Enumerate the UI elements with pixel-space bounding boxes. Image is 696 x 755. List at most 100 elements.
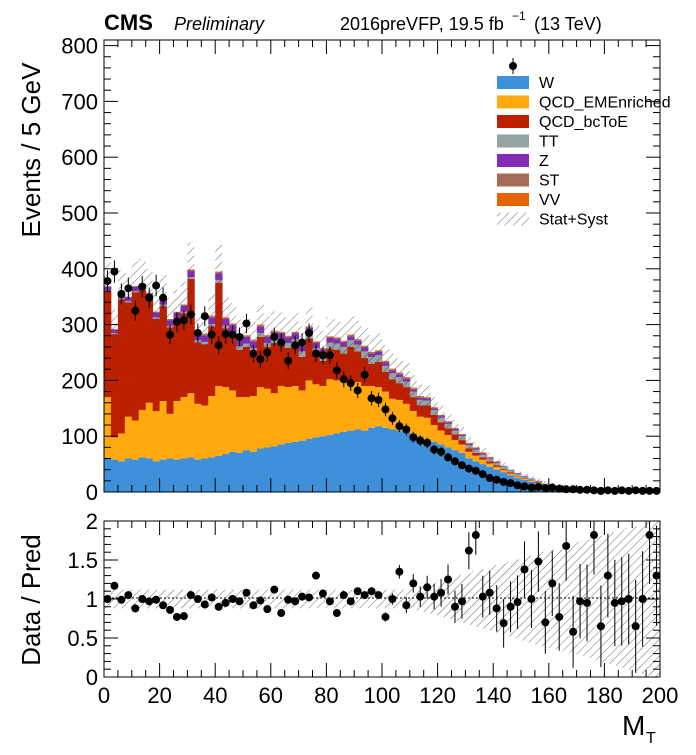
bar-QCD_bcToE-31: [319, 360, 327, 386]
bar-QCD_bcToE-25: [277, 344, 286, 386]
bar-QCD_EMEnriched-35: [347, 380, 355, 431]
ratio-unc-70: [590, 537, 598, 661]
bar-QCD_bcToE-47: [430, 414, 438, 426]
legend-label-W: W: [539, 75, 555, 92]
ratio-point-66: [562, 541, 571, 550]
ratio-point-50: [450, 602, 459, 611]
bar-W-38: [368, 427, 376, 492]
data-point-78: [645, 486, 654, 495]
ratio-point-33: [332, 609, 341, 618]
data-point-30: [311, 349, 320, 358]
bar-QCD_bcToE-41: [388, 379, 397, 399]
bar-W-50: [451, 450, 459, 492]
bar-QCD_bcToE-40: [382, 372, 390, 392]
stacked-bars: [104, 269, 661, 492]
bar-QCD_EMEnriched-57: [500, 470, 508, 473]
bar-W-33: [333, 433, 341, 492]
bar-QCD_EMEnriched-19: [236, 397, 244, 453]
data-point-39: [374, 395, 383, 404]
bar-QCD_EMEnriched-45: [416, 416, 425, 437]
bar-QCD_EMEnriched-46: [423, 417, 432, 439]
ratio-y-tick-label-0: 0: [86, 665, 98, 690]
bar-QCD_EMEnriched-22: [256, 387, 265, 449]
ratio-point-70: [589, 531, 598, 540]
main-ticks: [103, 40, 661, 493]
bar-QCD_EMEnriched-13: [194, 403, 202, 460]
bar-W-5: [138, 457, 147, 492]
bar-W-16: [215, 455, 223, 492]
data-point-52: [464, 464, 473, 473]
ratio-point-58: [506, 602, 515, 611]
ratio-unc-60: [521, 557, 528, 641]
ratio-unc-21: [249, 589, 257, 609]
bar-QCD_bcToE-0: [104, 291, 112, 398]
main-y-tick-label-4: 400: [61, 257, 98, 282]
x-tick-label-5: 100: [364, 683, 401, 708]
unc-band-63: [541, 481, 549, 486]
bar-QCD_bcToE-48: [437, 422, 445, 431]
data-point-0: [103, 277, 112, 286]
bar-QCD_bcToE-45: [416, 405, 425, 417]
bar-QCD_EMEnriched-50: [451, 440, 459, 451]
ratio-unc-4: [131, 589, 139, 609]
data-point-18: [228, 330, 237, 339]
bar-W-35: [347, 430, 355, 492]
ratio-y-tick-label-4: 2: [86, 509, 98, 534]
data-point-66: [562, 485, 571, 494]
ratio-point-4: [131, 604, 140, 613]
bar-QCD_bcToE-13: [194, 342, 202, 404]
data-point-70: [589, 486, 598, 495]
data-point-62: [534, 482, 543, 491]
data-point-57: [499, 477, 508, 486]
ratio-y-tick-label-1: 0.5: [67, 626, 98, 651]
ratio-point-7: [152, 595, 161, 604]
data-point-48: [437, 447, 446, 456]
data-point-11: [179, 316, 188, 325]
ratio-point-21: [249, 601, 258, 610]
ratio-point-31: [318, 589, 327, 598]
bar-QCD_bcToE-6: [145, 299, 154, 403]
bar-QCD_bcToE-59: [514, 475, 522, 477]
ratio-point-49: [444, 575, 453, 584]
bar-QCD_bcToE-38: [368, 363, 376, 386]
ratio-unc-33: [333, 589, 341, 609]
ratio-point-5: [138, 595, 147, 603]
data-point-38: [367, 394, 376, 403]
unc-band-40: [382, 345, 389, 377]
bar-W-6: [145, 458, 154, 492]
ratio-panel: 0 0.5 1 1.5 2 0 20 40 60 80 100 120 140 160 180 200 Da…: [16, 509, 678, 747]
x-tick-label-7: 140: [475, 683, 512, 708]
ratio-point-37: [360, 591, 369, 600]
bar-W-28: [298, 440, 306, 492]
bar-W-13: [194, 459, 202, 492]
bar-W-39: [375, 426, 383, 492]
unc-band-18: [229, 303, 237, 344]
unc-band-41: [388, 353, 396, 384]
legend-swatch-VV: [497, 193, 529, 206]
ratio-point-63: [541, 618, 550, 627]
data-point-10: [172, 317, 181, 326]
data-point-40: [381, 405, 390, 414]
ratio-point-29: [305, 593, 314, 602]
unc-band-23: [263, 316, 271, 355]
data-point-25: [277, 338, 286, 347]
bar-QCD_EMEnriched-55: [486, 463, 494, 467]
ratio-ticks: [103, 520, 661, 678]
ratio-point-25: [277, 609, 286, 618]
bar-QCD_EMEnriched-37: [361, 385, 369, 431]
data-point-59: [513, 481, 522, 490]
ratio-unc-53: [472, 571, 480, 627]
bar-QCD_EMEnriched-5: [138, 409, 147, 458]
unc-band-51: [458, 427, 466, 441]
ratio-unc-40: [382, 589, 389, 609]
bar-W-14: [201, 458, 209, 492]
main-y-tick-labels: 0 100 200 300 400 500 600 700 800: [61, 34, 98, 505]
data-point-31: [318, 351, 327, 360]
bar-QCD_EMEnriched-21: [249, 396, 258, 452]
data-point-74: [617, 486, 626, 495]
ratio-point-55: [485, 588, 494, 597]
data-point-56: [492, 475, 501, 484]
main-y-tick-label-7: 700: [61, 89, 98, 114]
bar-QCD_bcToE-51: [458, 440, 466, 445]
data-point-58: [506, 479, 515, 488]
